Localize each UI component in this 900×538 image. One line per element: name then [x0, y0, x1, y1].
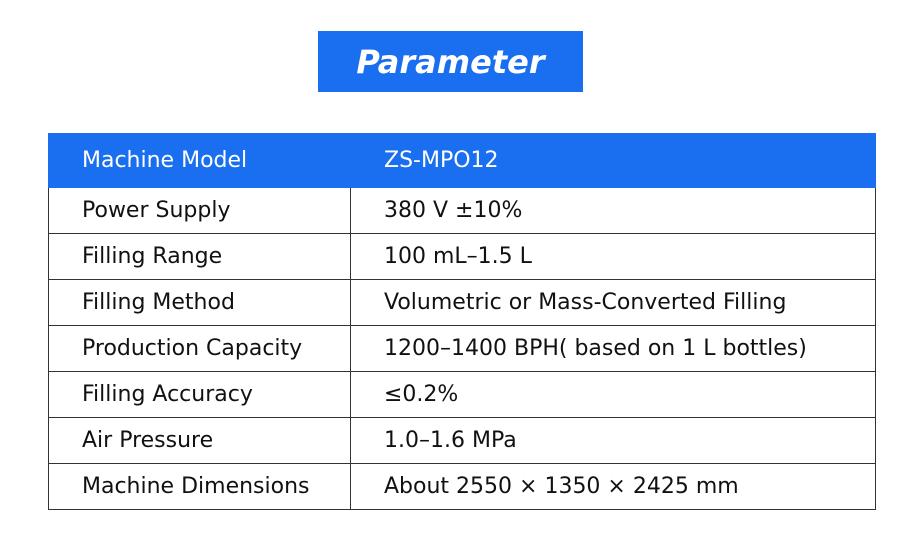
- parameter-value: ≤0.2%: [350, 371, 876, 418]
- parameter-name: Filling Range: [48, 233, 351, 280]
- table-row: Machine Dimensions About 2550 × 1350 × 24…: [48, 463, 876, 510]
- parameter-name: Power Supply: [48, 187, 351, 234]
- parameter-value: Volumetric or Mass-Converted Filling: [350, 279, 876, 326]
- parameter-table: Machine Model ZS-MPO12 Power Supply 380 V ±…: [48, 133, 876, 510]
- parameter-name: Filling Method: [48, 279, 351, 326]
- parameter-value: 1200–1400 BPH( based on 1 L bottles): [350, 325, 876, 372]
- parameter-value: About 2550 × 1350 × 2425 mm: [350, 463, 876, 510]
- parameter-value: 100 mL–1.5 L: [350, 233, 876, 280]
- table-row: Air Pressure 1.0–1.6 MPa: [48, 417, 876, 464]
- parameter-name: Production Capacity: [48, 325, 351, 372]
- parameter-value: 380 V ±10%: [350, 187, 876, 234]
- parameter-name: Machine Model: [48, 133, 351, 188]
- table-row: Machine Model ZS-MPO12: [48, 133, 876, 188]
- table-row: Filling Range 100 mL–1.5 L: [48, 233, 876, 280]
- table-row: Filling Method Volumetric or Mass-Convert…: [48, 279, 876, 326]
- table-row: Filling Accuracy ≤0.2%: [48, 371, 876, 418]
- title: Parameter: [318, 31, 583, 92]
- parameter-value: ZS-MPO12: [350, 133, 876, 188]
- table-row: Production Capacity 1200–1400 BPH( based …: [48, 325, 876, 372]
- parameter-name: Filling Accuracy: [48, 371, 351, 418]
- parameter-name: Machine Dimensions: [48, 463, 351, 510]
- table-row: Power Supply 380 V ±10%: [48, 187, 876, 234]
- parameter-name: Air Pressure: [48, 417, 351, 464]
- parameter-value: 1.0–1.6 MPa: [350, 417, 876, 464]
